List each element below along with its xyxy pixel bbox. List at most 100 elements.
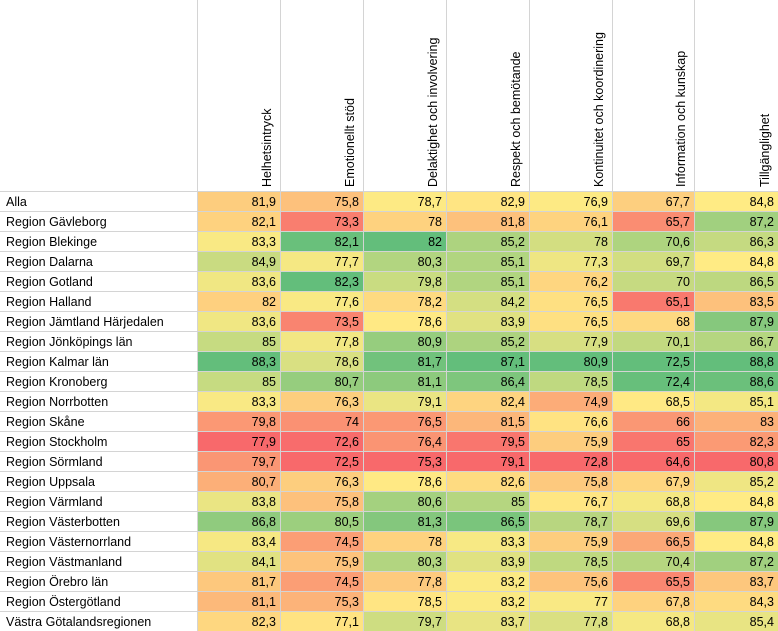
cell-value: 83,4 (252, 535, 276, 549)
cell-value: 68,8 (666, 615, 690, 629)
heatmap-cell (694, 471, 778, 491)
cell-value: 77,7 (335, 255, 359, 269)
cell-value: 76,3 (335, 395, 359, 409)
cell-value: 75,9 (584, 535, 608, 549)
cell-value: 83,5 (750, 295, 774, 309)
cell-value: 82,4 (501, 395, 525, 409)
cell-value: 68,5 (666, 395, 690, 409)
cell-value: 82,9 (501, 195, 525, 209)
cell-value: 68 (676, 315, 690, 329)
heatmap-cell (197, 351, 280, 371)
heatmap-cell (280, 291, 363, 311)
heatmap-cell (197, 531, 280, 551)
heatmap-cell (446, 471, 529, 491)
cell-value: 72,4 (666, 375, 690, 389)
heatmap-cell (529, 291, 612, 311)
heatmap-cell (446, 271, 529, 291)
cell-value: 74,5 (335, 575, 359, 589)
heatmap-cell (694, 391, 778, 411)
cell-value: 73,5 (335, 315, 359, 329)
heatmap-cell (612, 551, 694, 571)
heatmap-cell (529, 471, 612, 491)
heatmap-cell (280, 351, 363, 371)
heatmap-cell (612, 431, 694, 451)
heatmap-cell (446, 191, 529, 211)
heatmap-cell (363, 591, 446, 611)
cell-value: 69,7 (666, 255, 690, 269)
heatmap-cell (280, 551, 363, 571)
cell-value: 88,3 (252, 355, 276, 369)
cell-value: 78,7 (584, 515, 608, 529)
cell-value: 77,6 (335, 295, 359, 309)
heatmap-cell (280, 191, 363, 211)
row-label: Region Skåne (6, 415, 85, 429)
cell-value: 83,7 (750, 575, 774, 589)
row-label: Region Värmland (6, 495, 103, 509)
cell-value: 79,5 (501, 435, 525, 449)
cell-value: 82,3 (750, 435, 774, 449)
heatmap-cell (197, 271, 280, 291)
cell-value: 83 (760, 415, 774, 429)
heatmap-cell (280, 211, 363, 231)
cell-value: 73,3 (335, 215, 359, 229)
row-label: Region Östergötland (6, 595, 121, 609)
heatmap-cell (694, 351, 778, 371)
cell-value: 77,8 (584, 615, 608, 629)
cell-value: 83,8 (252, 495, 276, 509)
heatmap-cell (197, 431, 280, 451)
heatmap-cell (446, 451, 529, 471)
cell-value: 86,8 (252, 515, 276, 529)
cell-value: 77,9 (252, 435, 276, 449)
cell-value: 67,9 (666, 475, 690, 489)
cell-value: 82 (428, 235, 442, 249)
heatmap-cell (446, 511, 529, 531)
cell-value: 76,6 (584, 415, 608, 429)
heatmap-cell (197, 331, 280, 351)
cell-value: 80,3 (418, 255, 442, 269)
heatmap-cell (446, 491, 529, 511)
heatmap-cell (612, 611, 694, 631)
heatmap-cell (197, 551, 280, 571)
cell-value: 70,4 (666, 555, 690, 569)
cell-value: 78 (428, 535, 442, 549)
heatmap-cell (363, 191, 446, 211)
cell-value: 64,6 (666, 455, 690, 469)
heatmap-cell (612, 511, 694, 531)
heatmap-cell (363, 311, 446, 331)
heatmap-cell (612, 591, 694, 611)
heatmap-cell (694, 371, 778, 391)
heatmap-cell (363, 331, 446, 351)
column-header: Helhetsintryck (260, 108, 274, 187)
cell-value: 76,9 (584, 195, 608, 209)
cell-value: 78 (428, 215, 442, 229)
cell-value: 69,6 (666, 515, 690, 529)
heatmap-cell (529, 191, 612, 211)
heatmap-cell (529, 611, 612, 631)
cell-value: 80,9 (418, 335, 442, 349)
cell-value: 78,5 (584, 555, 608, 569)
cell-value: 88,6 (750, 375, 774, 389)
cell-value: 83,3 (252, 395, 276, 409)
cell-value: 74 (345, 415, 359, 429)
heatmap-cell (529, 431, 612, 451)
cell-value: 78,6 (418, 315, 442, 329)
cell-value: 80,5 (335, 515, 359, 529)
cell-value: 84,3 (750, 595, 774, 609)
heatmap-cell (197, 391, 280, 411)
cell-value: 86,5 (750, 275, 774, 289)
cell-value: 84,8 (750, 195, 774, 209)
heatmap-cell (446, 411, 529, 431)
heatmap-cell (446, 611, 529, 631)
heatmap-cell (694, 451, 778, 471)
cell-value: 77,9 (584, 335, 608, 349)
heatmap-cell (197, 471, 280, 491)
cell-value: 84,8 (750, 255, 774, 269)
heatmap-cell (197, 231, 280, 251)
heatmap-cell (612, 571, 694, 591)
cell-value: 81,1 (418, 375, 442, 389)
cell-value: 88,8 (750, 355, 774, 369)
cell-value: 75,6 (584, 575, 608, 589)
heatmap-cell (446, 571, 529, 591)
cell-value: 76,5 (584, 315, 608, 329)
cell-value: 80,7 (335, 375, 359, 389)
